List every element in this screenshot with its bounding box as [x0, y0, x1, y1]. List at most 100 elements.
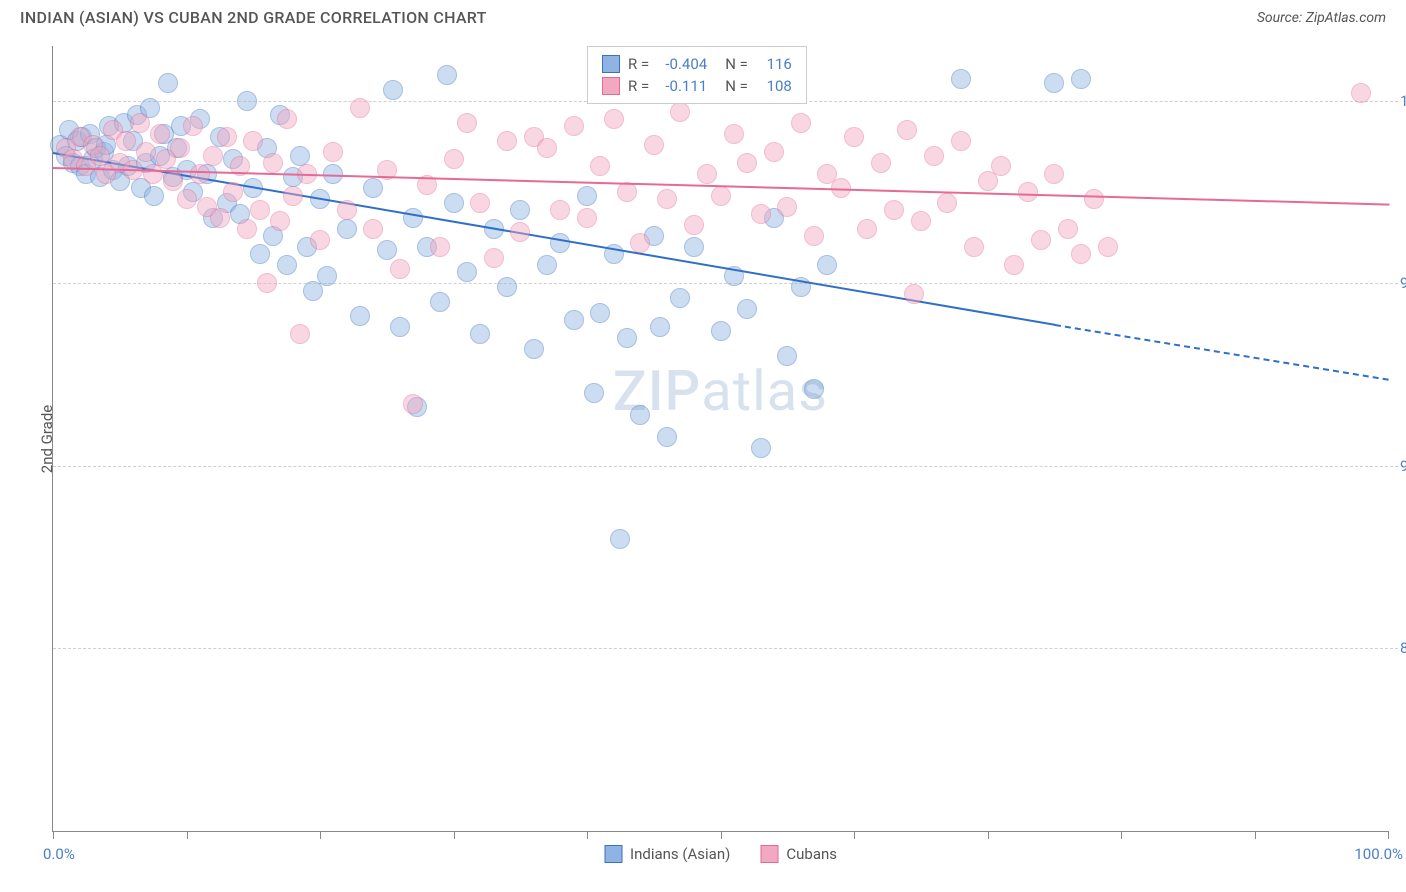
data-point [430, 292, 450, 312]
y-tick-label: 85.0% [1400, 639, 1406, 657]
data-point [777, 346, 797, 366]
data-point [158, 73, 178, 93]
data-point [857, 219, 877, 239]
legend-n-label: N = [725, 55, 748, 73]
data-point [337, 219, 357, 239]
data-point [550, 233, 570, 253]
data-point [90, 146, 110, 166]
data-point [617, 182, 637, 202]
data-point [711, 321, 731, 341]
data-point [444, 193, 464, 213]
data-point [390, 317, 410, 337]
data-point [270, 211, 290, 231]
data-point [924, 146, 944, 166]
data-point [243, 131, 263, 151]
data-point [737, 299, 757, 319]
data-point [777, 197, 797, 217]
data-point [470, 193, 490, 213]
data-point [937, 193, 957, 213]
chart-container: 2nd Grade 85.0%90.0%95.0%100.0% ZIPatlas… [52, 46, 1388, 832]
data-point [350, 98, 370, 118]
data-point [317, 266, 337, 286]
data-point [697, 164, 717, 184]
data-point [444, 149, 464, 169]
data-point [804, 226, 824, 246]
data-point [1004, 255, 1024, 275]
data-point [804, 379, 824, 399]
data-point [657, 427, 677, 447]
data-point [630, 405, 650, 425]
bottom-legend-item: Indians (Asian) [604, 845, 730, 863]
data-point [510, 200, 530, 220]
data-point [871, 153, 891, 173]
data-point [951, 131, 971, 151]
data-point [257, 273, 277, 293]
data-point [1031, 230, 1051, 250]
y-tick-label: 100.0% [1400, 92, 1406, 110]
data-point [630, 233, 650, 253]
data-point [650, 317, 670, 337]
data-point [510, 222, 530, 242]
data-point [684, 237, 704, 257]
data-point [383, 80, 403, 100]
data-point [657, 189, 677, 209]
data-point [951, 69, 971, 89]
data-point [577, 208, 597, 228]
data-point [751, 438, 771, 458]
x-tick [1121, 831, 1122, 839]
data-point [884, 200, 904, 220]
data-point [497, 131, 517, 151]
data-point [1044, 73, 1064, 93]
data-point [363, 219, 383, 239]
data-point [403, 208, 423, 228]
trend-line-dashed [1055, 324, 1389, 381]
data-point [457, 262, 477, 282]
data-point [1071, 69, 1091, 89]
data-point [610, 529, 630, 549]
x-tick [721, 831, 722, 839]
data-point [237, 219, 257, 239]
data-point [430, 237, 450, 257]
legend-r-label: R = [628, 55, 649, 73]
data-point [564, 116, 584, 136]
data-point [183, 116, 203, 136]
data-point [150, 124, 170, 144]
legend-swatch [602, 77, 620, 95]
legend-swatch [604, 845, 622, 863]
data-point [337, 200, 357, 220]
chart-title: INDIAN (ASIAN) VS CUBAN 2ND GRADE CORREL… [20, 8, 487, 27]
data-point [136, 142, 156, 162]
data-point [130, 113, 150, 133]
data-point [1018, 182, 1038, 202]
legend-swatch [602, 55, 620, 73]
legend-r-value: -0.111 [657, 77, 707, 95]
legend-n-value: 116 [756, 55, 792, 73]
data-point [670, 288, 690, 308]
data-point [584, 383, 604, 403]
data-point [377, 240, 397, 260]
data-point [323, 142, 343, 162]
data-point [617, 328, 637, 348]
data-point [537, 255, 557, 275]
plot-area: 85.0%90.0%95.0%100.0% [53, 46, 1388, 831]
bottom-legend-label: Indians (Asian) [630, 845, 730, 863]
data-point [144, 186, 164, 206]
data-point [817, 255, 837, 275]
data-point [791, 113, 811, 133]
data-point [250, 244, 270, 264]
data-point [737, 153, 757, 173]
data-point [190, 164, 210, 184]
data-point [684, 215, 704, 235]
data-point [437, 65, 457, 85]
data-point [203, 146, 223, 166]
data-point [1058, 219, 1078, 239]
legend-swatch [760, 845, 778, 863]
x-tick [320, 831, 321, 839]
data-point [177, 189, 197, 209]
data-point [457, 113, 477, 133]
data-point [1044, 164, 1064, 184]
x-axis-label-end: 100.0% [1354, 845, 1403, 863]
data-point [550, 200, 570, 220]
data-point [277, 255, 297, 275]
data-point [844, 127, 864, 147]
